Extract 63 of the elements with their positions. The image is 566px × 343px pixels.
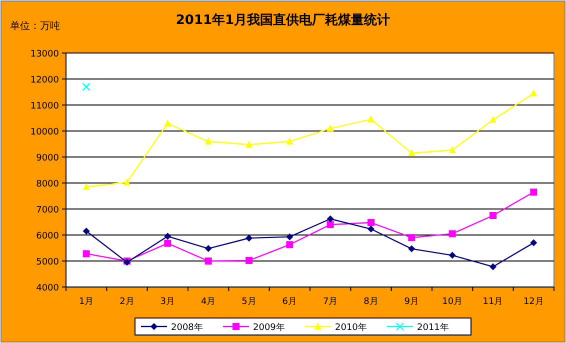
x-tick-label: 4月 [200, 297, 216, 307]
point [204, 245, 212, 252]
legend-label: 2011年 [417, 322, 449, 333]
point [368, 219, 374, 226]
point [368, 226, 374, 233]
point [164, 240, 172, 247]
point [326, 215, 334, 222]
point [204, 137, 212, 144]
point [448, 230, 456, 238]
y-tick-label: 12000 [30, 76, 60, 86]
point [368, 115, 374, 122]
x-tick-label: 6月 [282, 297, 298, 307]
point [408, 234, 416, 242]
point [82, 82, 90, 91]
point [530, 239, 538, 246]
y-tick-label: 11000 [30, 102, 60, 112]
x-tick-label: 3月 [160, 297, 176, 307]
point [326, 124, 334, 132]
y-tick-label: 10000 [30, 128, 60, 138]
x-tick-label: 2月 [120, 297, 134, 307]
point [82, 182, 90, 190]
point [246, 234, 252, 242]
y-tick-label: 9000 [36, 154, 60, 164]
point [246, 140, 252, 148]
point [326, 221, 334, 228]
x-tick-label: 9月 [404, 297, 420, 307]
legend-label: 2010年 [335, 322, 367, 333]
x-tick-label: 11月 [482, 297, 504, 307]
y-tick-label: 8000 [36, 180, 60, 190]
y-tick-label: 6000 [36, 232, 60, 242]
x-tick-label: 1月 [78, 297, 94, 307]
y-tick-label: 5000 [36, 258, 60, 268]
x-tick-label: 5月 [242, 297, 256, 307]
y-tick-label: 13000 [30, 50, 60, 60]
point [246, 256, 252, 264]
point [490, 116, 496, 123]
point [164, 119, 172, 126]
legend-label: 2008年 [171, 322, 203, 333]
point [408, 149, 416, 156]
point [204, 258, 212, 264]
point [490, 263, 496, 270]
point [408, 245, 416, 252]
point [490, 212, 496, 219]
x-tick-label: 12月 [523, 297, 544, 307]
point [82, 228, 90, 235]
x-tick-label: 7月 [322, 297, 338, 307]
legend-label: 2009年 [253, 322, 285, 333]
x-tick-label: 8月 [364, 297, 378, 307]
point [448, 252, 456, 259]
y-tick-label: 4000 [36, 284, 60, 294]
point [286, 137, 294, 144]
y-tick-label: 7000 [36, 206, 60, 216]
y-axis-title: 单位：万吨 [10, 20, 60, 32]
point [448, 146, 456, 153]
point [286, 233, 294, 240]
x-tick-label: 10月 [442, 297, 463, 307]
chart-title: 2011年1月我国直供电厂耗煤量统计 [176, 12, 390, 28]
point [124, 178, 130, 186]
point [286, 241, 294, 248]
point [530, 188, 538, 196]
point [82, 250, 90, 258]
point [530, 89, 538, 96]
point [164, 232, 172, 240]
